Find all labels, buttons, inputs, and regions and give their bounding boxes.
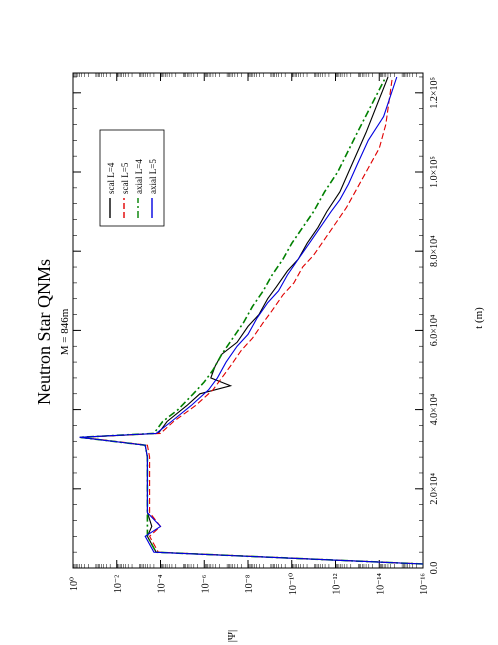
legend-label: axial L=4 (134, 159, 144, 194)
y-tick-label: 10⁻² (113, 575, 124, 593)
y-tick-label: 10⁻⁸ (244, 574, 255, 593)
series-line-1 (81, 76, 424, 565)
y-tick-label: 10⁻¹² (332, 573, 343, 594)
y-tick-label: 10⁻¹⁶ (419, 573, 430, 595)
y-tick-label: 10⁻¹⁴ (375, 573, 386, 595)
x-tick-label: 1.0×10⁵ (429, 156, 440, 188)
x-tick-label: 1.2×10⁵ (429, 77, 440, 109)
legend-label: scal L=5 (120, 162, 130, 194)
series-line-2 (79, 76, 424, 565)
chart-title: Neutron Star QNMs (34, 259, 54, 405)
x-axis-label: t (m) (473, 307, 485, 329)
y-tick-label: 10⁻⁶ (200, 574, 211, 593)
y-tick-label: 10⁰ (69, 577, 80, 591)
series-line-3 (79, 76, 424, 565)
x-tick-label: 2.0×10⁴ (429, 472, 440, 504)
x-tick-label: 6.0×10⁴ (429, 314, 440, 346)
y-tick-label: 10⁻¹⁰ (288, 573, 299, 595)
legend: scal L=4 scal L=5 axial L=4 axial L=5 (99, 129, 165, 227)
x-tick-label: 0.0 (429, 562, 440, 575)
legend-label: axial L=5 (148, 159, 158, 194)
legend-label: scal L=4 (106, 162, 116, 194)
x-tick-label: 8.0×10⁴ (429, 235, 440, 267)
chart-subtitle: M = 846m (59, 308, 71, 355)
y-tick-label: 10⁻⁴ (157, 574, 168, 593)
y-axis-label: |Ψ| (226, 630, 238, 643)
series-group (79, 76, 424, 565)
x-tick-label: 4.0×10⁴ (429, 393, 440, 425)
